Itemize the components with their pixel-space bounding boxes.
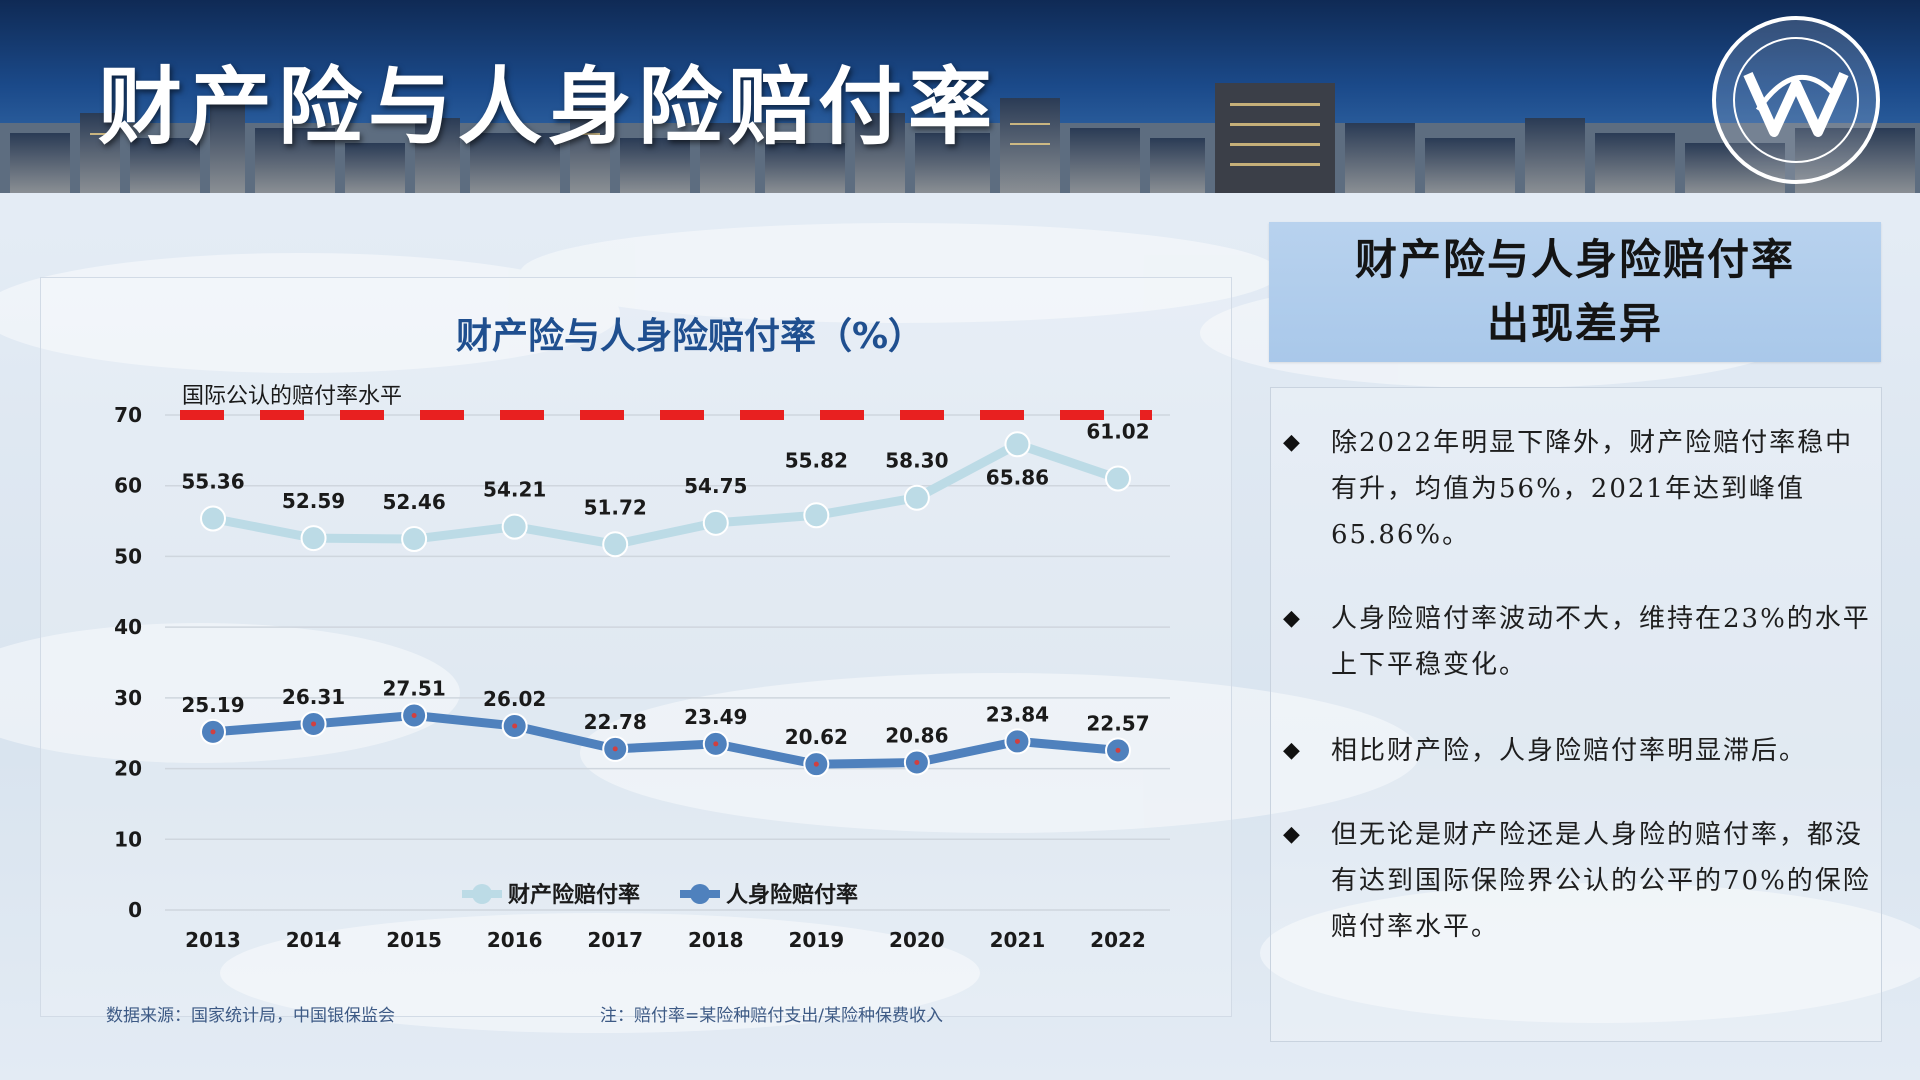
data-label: 25.19 xyxy=(181,693,244,717)
data-point xyxy=(602,531,629,558)
x-tick-label: 2015 xyxy=(386,928,442,952)
y-tick-label: 40 xyxy=(114,615,142,639)
data-label: 54.75 xyxy=(684,474,747,498)
chart-panel xyxy=(40,277,1232,1017)
data-point xyxy=(803,502,830,529)
note-text: 但无论是财产险还是人身险的赔付率，都没有达到国际保险界公认的公平的70%的保险赔… xyxy=(1331,820,1871,942)
data-label: 61.02 xyxy=(1086,420,1149,444)
y-tick-label: 20 xyxy=(114,757,142,781)
data-label: 20.62 xyxy=(785,725,848,749)
data-point xyxy=(1105,465,1131,492)
x-tick-label: 2021 xyxy=(990,928,1046,952)
y-tick-label: 60 xyxy=(114,474,142,498)
x-tick-label: 2022 xyxy=(1090,928,1146,952)
diamond-bullet-icon: ◆ xyxy=(1283,606,1302,631)
data-label: 22.78 xyxy=(584,710,647,734)
data-label: 20.86 xyxy=(885,723,948,747)
data-point xyxy=(1004,431,1031,458)
y-tick-label: 50 xyxy=(114,544,142,568)
x-tick-label: 2014 xyxy=(286,928,342,952)
legend-label: 人身险赔付率 xyxy=(726,882,858,908)
data-point-center xyxy=(210,729,216,735)
side-heading-box: 财产险与人身险赔付率 出现差异 xyxy=(1269,222,1881,362)
note-item: ◆ 相比财产险，人身险赔付率明显滞后。 xyxy=(1283,728,1873,774)
series-property: 55.36 52.59 52.46 54.21 51.72 54.75 55.82 58.30… xyxy=(181,420,1150,558)
data-point-center xyxy=(311,721,317,727)
data-source-note: 数据来源：国家统计局，中国银保监会 xyxy=(106,1006,395,1026)
x-tick-label: 2013 xyxy=(185,928,241,952)
chart-legend: 财产险赔付率 人身险赔付率 xyxy=(462,882,858,908)
page-title: 财产险与人身险赔付率 xyxy=(98,58,999,156)
data-label: 27.51 xyxy=(382,676,445,700)
data-point xyxy=(702,509,729,536)
data-label: 52.59 xyxy=(282,489,345,513)
y-tick-label: 30 xyxy=(114,686,142,710)
diamond-bullet-icon: ◆ xyxy=(1283,822,1302,847)
data-label: 54.21 xyxy=(483,478,546,502)
header-banner: 财产险与人身险赔付率 xyxy=(0,0,1920,193)
data-label: 23.84 xyxy=(986,702,1049,726)
data-label: 51.72 xyxy=(584,495,647,519)
x-tick-label: 2017 xyxy=(587,928,643,952)
data-label: 22.57 xyxy=(1086,711,1149,735)
note-item: ◆ 人身险赔付率波动不大，维持在23%的水平上下平稳变化。 xyxy=(1283,596,1873,688)
data-point-center xyxy=(914,759,920,765)
data-point-center xyxy=(411,712,417,718)
data-label: 58.30 xyxy=(885,449,948,473)
note-text: 除2022年明显下降外，财产险赔付率稳中有升，均值为56%，2021年达到峰值6… xyxy=(1331,428,1854,550)
note-text: 人身险赔付率波动不大，维持在23%的水平上下平稳变化。 xyxy=(1331,604,1871,680)
note-text: 相比财产险，人身险赔付率明显滞后。 xyxy=(1331,736,1808,766)
data-point-center xyxy=(1014,738,1020,744)
y-tick-label: 70 xyxy=(114,403,142,427)
data-point xyxy=(903,484,930,511)
legend-item-life: 人身险赔付率 xyxy=(680,882,858,908)
data-label: 23.49 xyxy=(684,705,747,729)
circular-seal-logo-icon xyxy=(1712,16,1880,184)
data-label: 55.82 xyxy=(785,448,848,472)
data-point xyxy=(200,505,226,532)
legend-item-property: 财产险赔付率 xyxy=(462,882,640,908)
data-point-center xyxy=(512,723,518,729)
data-label: 26.31 xyxy=(282,685,345,709)
legend-swatch-marker xyxy=(690,884,710,904)
note-item: ◆ 但无论是财产险还是人身险的赔付率，都没有达到国际保险界公认的公平的70%的保… xyxy=(1283,812,1873,950)
notes-box: ◆ 除2022年明显下降外，财产险赔付率稳中有升，均值为56%，2021年达到峰… xyxy=(1270,387,1882,1042)
data-label: 26.02 xyxy=(483,687,546,711)
series-life: 25.19 26.31 27.51 26.02 22.78 23.49 20.62 20.86… xyxy=(181,676,1150,778)
y-axis: 0 10 20 30 40 50 60 70 xyxy=(114,403,142,922)
side-heading-line-2: 出现差异 xyxy=(1486,299,1663,348)
reference-line-group: 国际公认的赔付率水平 xyxy=(180,384,1152,420)
y-tick-label: 10 xyxy=(114,827,142,851)
data-point xyxy=(300,525,327,552)
diamond-bullet-icon: ◆ xyxy=(1283,430,1302,455)
x-tick-label: 2016 xyxy=(487,928,543,952)
data-point-center xyxy=(1115,747,1121,753)
data-label: 65.86 xyxy=(986,465,1049,489)
data-point xyxy=(401,526,428,553)
data-point-center xyxy=(813,761,819,767)
x-tick-label: 2020 xyxy=(889,928,945,952)
note-item: ◆ 除2022年明显下降外，财产险赔付率稳中有升，均值为56%，2021年达到峰… xyxy=(1283,420,1873,558)
data-point xyxy=(501,513,528,540)
reference-line-label: 国际公认的赔付率水平 xyxy=(182,384,402,409)
data-point-center xyxy=(713,741,719,747)
series-line xyxy=(212,439,1120,549)
legend-label: 财产险赔付率 xyxy=(508,882,640,908)
city-skyline-image xyxy=(0,83,1920,193)
chart-title: 财产险与人身险赔付率（%） xyxy=(456,316,924,357)
formula-note: 注：赔付率=某险种赔付支出/某险种保费收入 xyxy=(600,1006,943,1026)
series-layer: 55.36 52.59 52.46 54.21 51.72 54.75 55.82 58.30… xyxy=(181,420,1150,778)
y-tick-label: 0 xyxy=(128,898,142,922)
diamond-bullet-icon: ◆ xyxy=(1283,738,1302,763)
data-point-center xyxy=(612,746,618,752)
data-label: 55.36 xyxy=(181,470,244,494)
x-tick-label: 2019 xyxy=(788,928,844,952)
legend-swatch-marker xyxy=(472,884,492,904)
x-tick-label: 2018 xyxy=(688,928,744,952)
series-line xyxy=(212,710,1119,769)
data-label: 52.46 xyxy=(382,490,445,514)
x-axis: 2013 2014 2015 2016 2017 2018 2019 2020 2021 2022 xyxy=(185,928,1146,952)
side-heading-line-1: 财产险与人身险赔付率 xyxy=(1354,235,1795,284)
